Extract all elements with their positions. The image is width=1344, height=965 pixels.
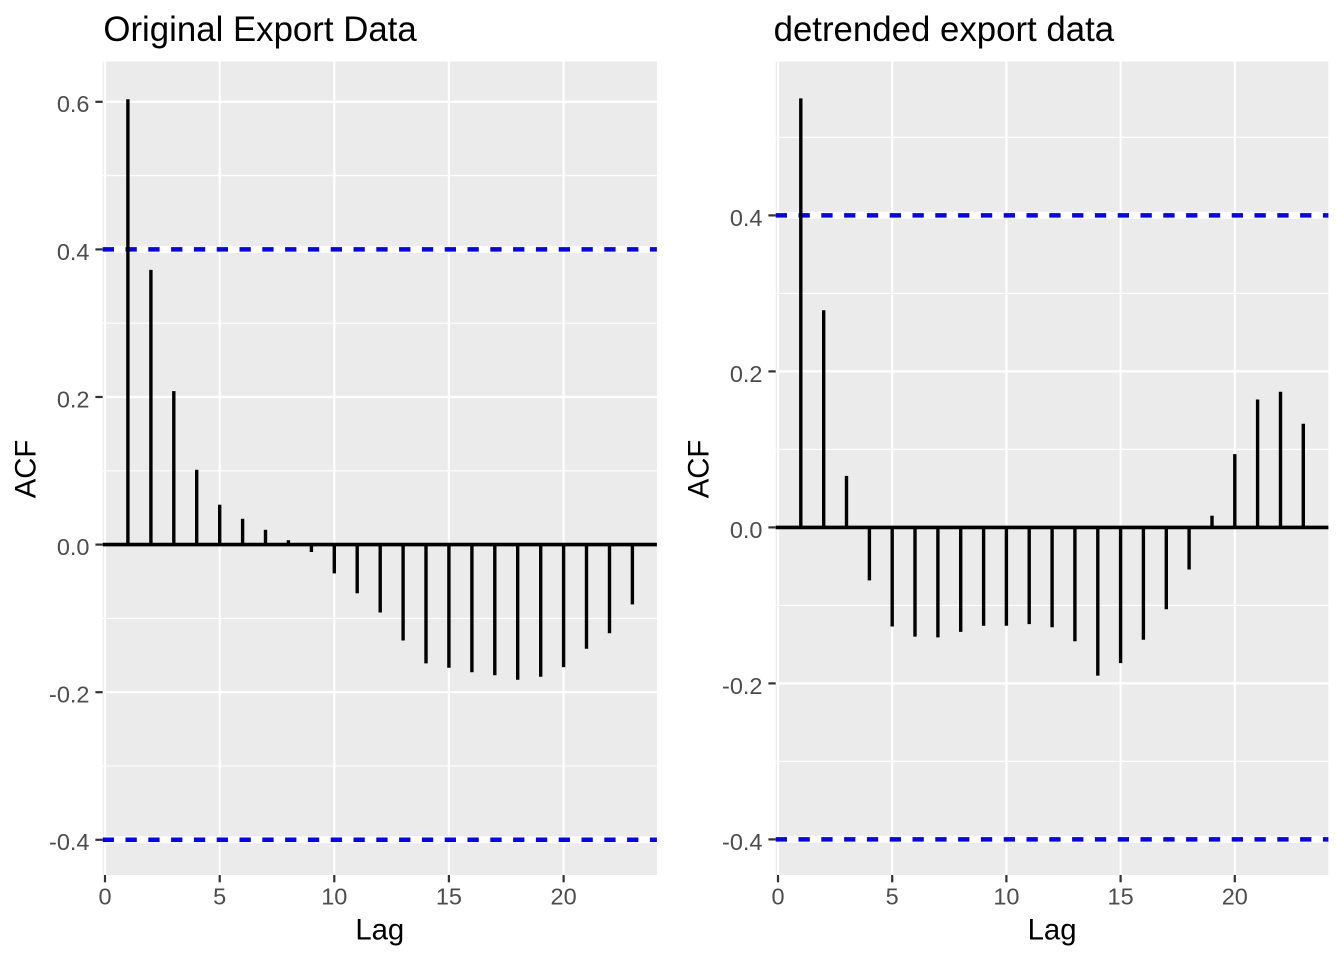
svg-text:0.4: 0.4 xyxy=(730,205,763,231)
svg-text:0.2: 0.2 xyxy=(57,386,90,412)
svg-text:-0.4: -0.4 xyxy=(49,829,90,855)
svg-text:0.0: 0.0 xyxy=(730,517,763,543)
svg-text:10: 10 xyxy=(993,884,1019,910)
svg-text:Original Export Data: Original Export Data xyxy=(103,10,417,49)
svg-text:Lag: Lag xyxy=(1028,914,1077,947)
svg-text:20: 20 xyxy=(1222,884,1248,910)
svg-text:15: 15 xyxy=(436,884,462,910)
svg-text:20: 20 xyxy=(551,884,577,910)
svg-text:0.0: 0.0 xyxy=(57,534,90,560)
svg-text:0: 0 xyxy=(98,884,111,910)
svg-text:Lag: Lag xyxy=(355,914,404,947)
svg-text:10: 10 xyxy=(321,884,347,910)
svg-text:detrended export data: detrended export data xyxy=(774,10,1115,49)
svg-text:ACF: ACF xyxy=(9,440,42,499)
svg-text:ACF: ACF xyxy=(682,440,715,499)
svg-text:15: 15 xyxy=(1108,884,1134,910)
svg-text:0.2: 0.2 xyxy=(730,361,763,387)
svg-text:0.4: 0.4 xyxy=(57,239,90,265)
svg-text:-0.4: -0.4 xyxy=(722,829,763,855)
svg-text:0: 0 xyxy=(771,884,784,910)
svg-text:0.6: 0.6 xyxy=(57,91,90,117)
svg-text:5: 5 xyxy=(886,884,899,910)
svg-text:-0.2: -0.2 xyxy=(722,673,763,699)
svg-text:-0.2: -0.2 xyxy=(49,682,90,708)
svg-text:5: 5 xyxy=(213,884,226,910)
